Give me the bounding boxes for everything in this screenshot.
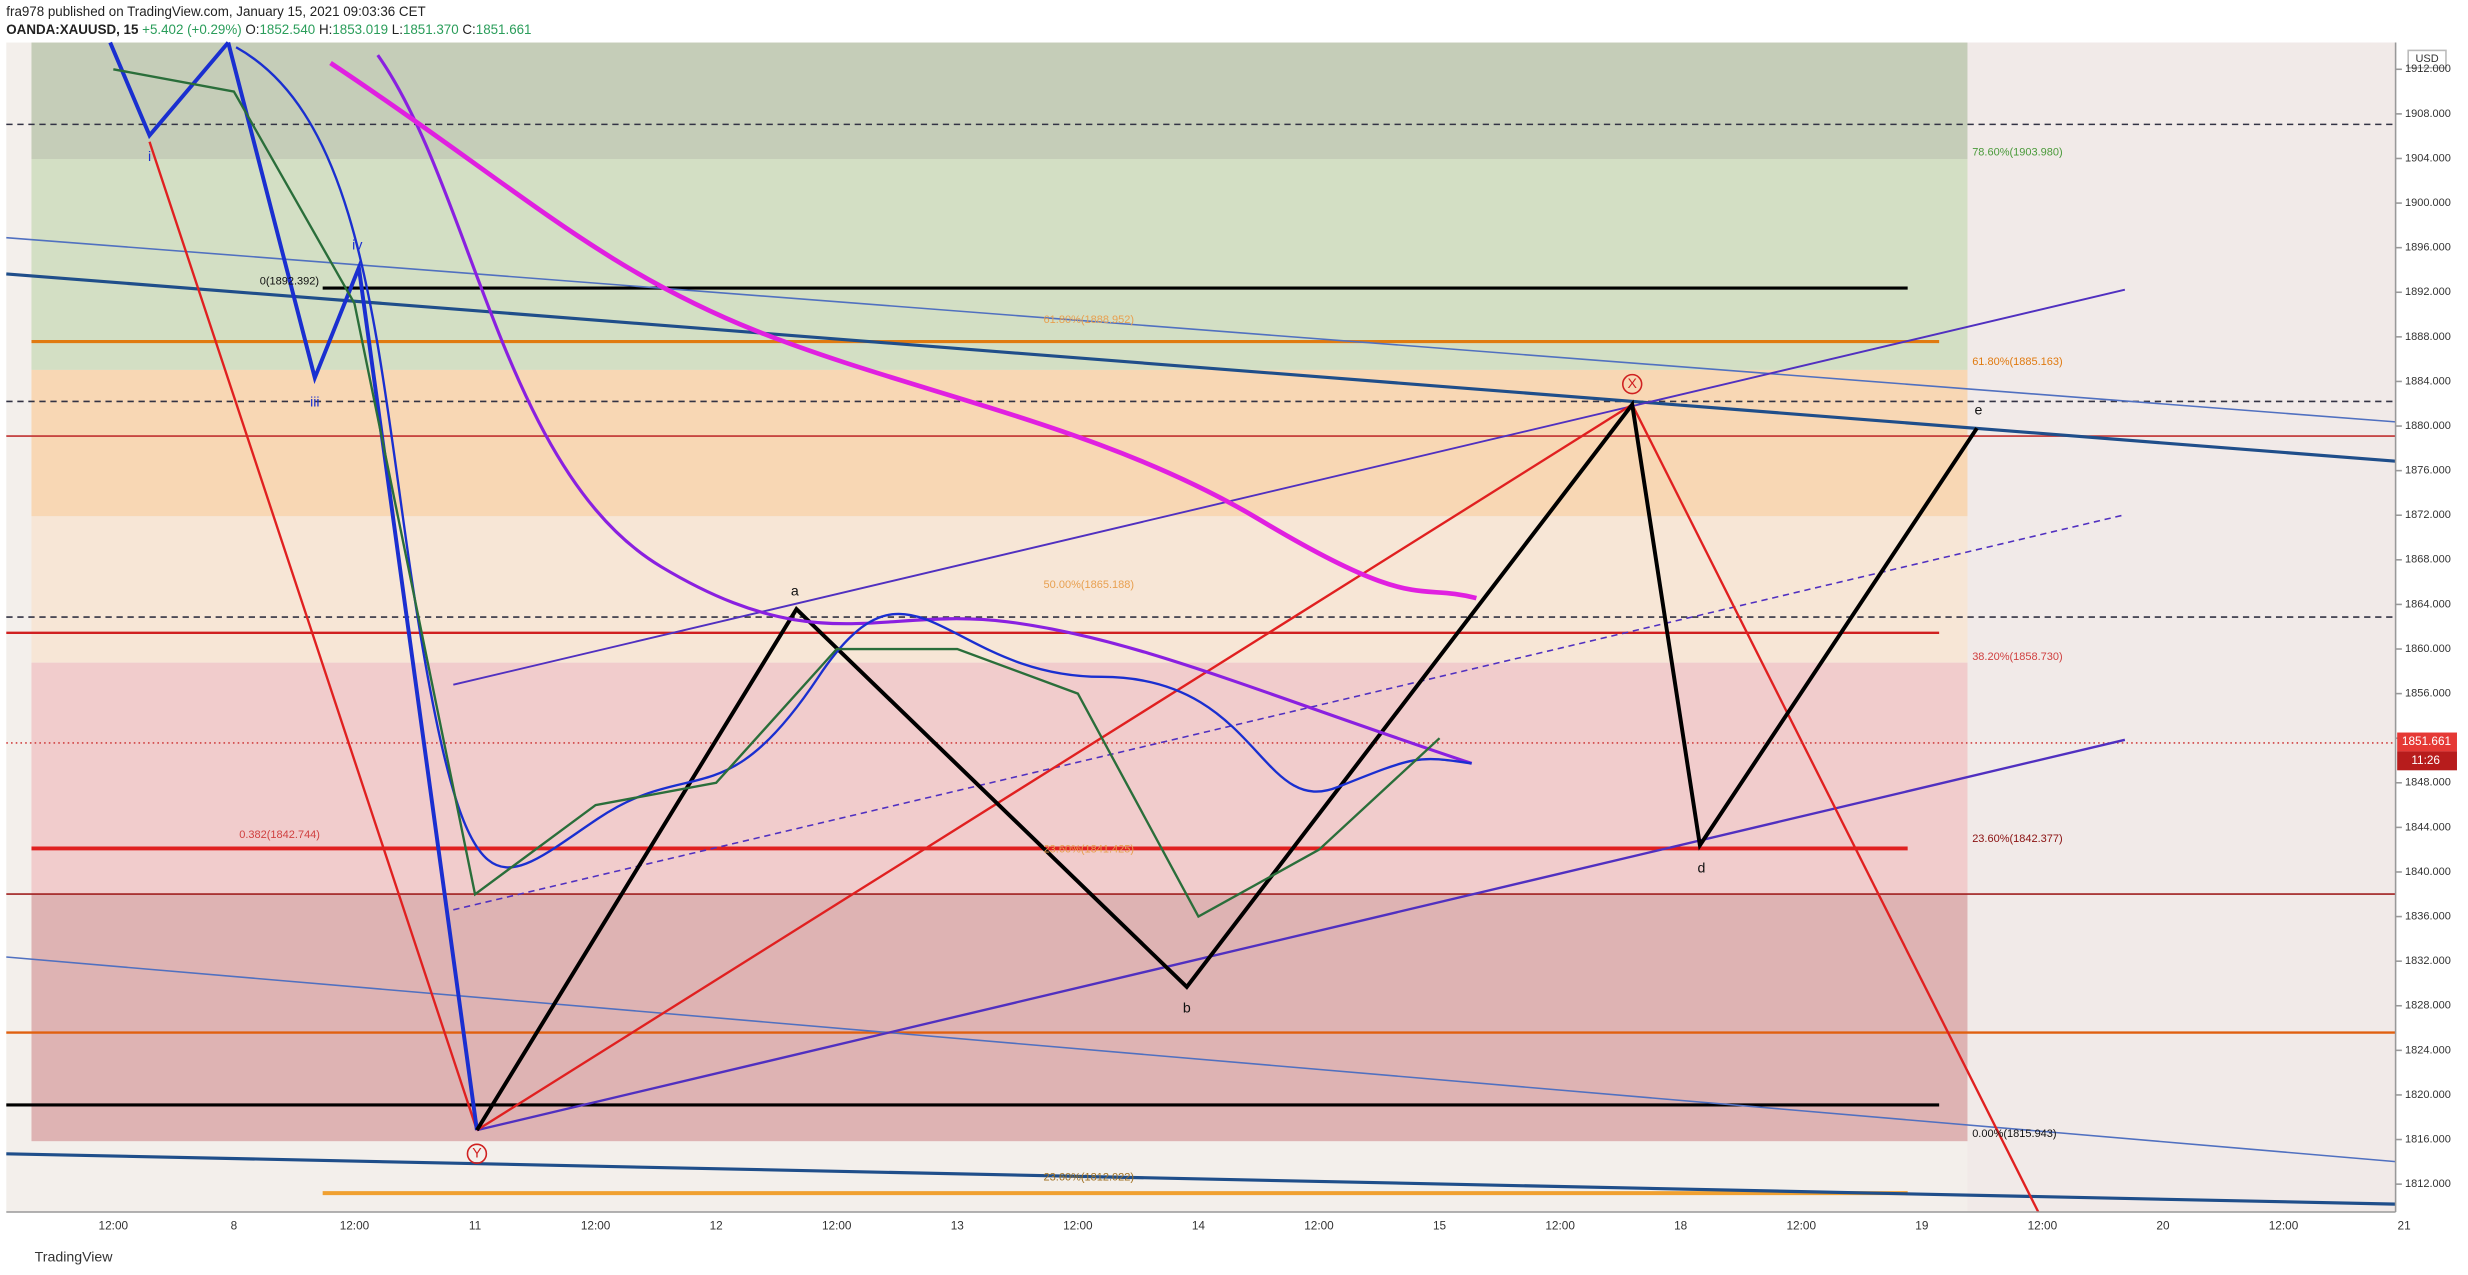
y-tick-label: 1824.000: [2405, 1044, 2451, 1056]
wave-label: d: [1698, 861, 1706, 877]
y-tick-label: 1860.000: [2405, 643, 2451, 655]
open-label: O:: [245, 21, 259, 36]
fib-label: 23.60%(1841.425): [1044, 844, 1135, 856]
zone: [1967, 42, 2396, 1213]
x-tick-label: 12:00: [1545, 1218, 1575, 1232]
wave-label: e: [1975, 403, 1983, 419]
y-tick-label: 1892.000: [2405, 286, 2451, 298]
wave-label: Y: [472, 1145, 482, 1161]
x-tick-label: 12:00: [2028, 1218, 2058, 1232]
y-tick-label: 1864.000: [2405, 598, 2451, 610]
fib-label: 23.60%(1812.022): [1044, 1171, 1135, 1183]
y-tick-label: 1816.000: [2405, 1133, 2451, 1145]
wave-label: b: [1183, 1001, 1191, 1017]
low: 1851.370: [403, 21, 459, 36]
close: 1851.661: [476, 21, 532, 36]
fib-label: 38.20%(1858.730): [1972, 651, 2063, 663]
y-tick-label: 1848.000: [2405, 777, 2451, 789]
y-tick-label: 1872.000: [2405, 509, 2451, 521]
x-tick-label: 12:00: [822, 1218, 852, 1232]
x-tick-label: 12:00: [340, 1218, 370, 1232]
fib-label: 78.60%(1903.980): [1972, 146, 2063, 158]
fib-label: 50.00%(1865.188): [1044, 579, 1135, 591]
fib-label: 23.60%(1842.377): [1972, 833, 2063, 845]
y-tick-label: 1896.000: [2405, 242, 2451, 254]
footer-brand: TradingView: [35, 1249, 114, 1265]
y-tick-label: 1908.000: [2405, 108, 2451, 120]
countdown: 11:26: [2411, 753, 2440, 767]
header-published: fra978 published on TradingView.com, Jan…: [6, 4, 425, 19]
x-tick-label: 11: [469, 1218, 481, 1232]
x-tick-label: 12:00: [99, 1218, 129, 1232]
y-tick-label: 1844.000: [2405, 821, 2451, 833]
wave-label: a: [791, 584, 799, 600]
x-tick-label: 13: [951, 1218, 965, 1232]
x-tick-label: 12:00: [581, 1218, 611, 1232]
fib-label: 61.80%(1885.163): [1972, 356, 2063, 368]
y-tick-label: 1856.000: [2405, 688, 2451, 700]
y-tick-label: 1888.000: [2405, 331, 2451, 343]
x-tick-label: 20: [2156, 1218, 2170, 1232]
y-tick-label: 1836.000: [2405, 910, 2451, 922]
x-tick-label: 12: [710, 1218, 723, 1232]
price-line: [113, 68, 1441, 919]
symbol: OANDA:XAUUSD, 15: [6, 21, 139, 36]
high: 1853.019: [332, 21, 388, 36]
y-tick-label: 1868.000: [2405, 554, 2451, 566]
zone: [31, 42, 1968, 160]
levels: [6, 123, 2396, 1196]
x-tick-label: 12:00: [1063, 1218, 1093, 1232]
y-tick-label: 1840.000: [2405, 866, 2451, 878]
fib-label: 0(1892.392): [260, 275, 319, 287]
last-price: 1851.661: [2402, 734, 2451, 748]
y-tick-label: 1912.000: [2405, 63, 2451, 75]
zone: [31, 516, 1968, 663]
x-tick-label: 21: [2398, 1218, 2411, 1232]
y-tick-label: 1832.000: [2405, 955, 2451, 967]
x-tick-label: 14: [1192, 1218, 1206, 1232]
zone: [31, 159, 1968, 370]
wave-label: iv: [352, 237, 363, 253]
fib-label: 0.382(1842.744): [239, 829, 320, 841]
wave-label: X: [1627, 376, 1637, 392]
currency-box: [2407, 49, 2447, 69]
header-ohlc: OANDA:XAUUSD, 15 +5.402 (+0.29%) O:1852.…: [6, 21, 531, 36]
countdown-box: [2397, 751, 2457, 771]
x-tick-label: 19: [1915, 1218, 1928, 1232]
last-price-box: [2397, 732, 2457, 752]
zone: [31, 894, 1968, 1142]
y-tick-label: 1880.000: [2405, 420, 2451, 432]
close-label: C:: [462, 21, 475, 36]
x-tick-label: 12:00: [1786, 1218, 1816, 1232]
wave-circle: [466, 1143, 488, 1164]
x-tick-label: 12:00: [2269, 1218, 2299, 1232]
fib-label: 61.80%(1888.952): [1044, 314, 1135, 326]
high-label: H:: [319, 21, 332, 36]
trendlines: [6, 41, 2396, 1213]
zone: [31, 662, 1968, 895]
fib-label: 0.00%(1815.943): [1972, 1128, 2056, 1140]
open: 1852.540: [260, 21, 316, 36]
y-tick-label: 1820.000: [2405, 1089, 2451, 1101]
change: +5.402 (+0.29%): [142, 21, 242, 36]
wave-label: iii: [310, 395, 319, 411]
low-label: L:: [392, 21, 403, 36]
y-tick-label: 1876.000: [2405, 465, 2451, 477]
x-tick-label: 15: [1433, 1218, 1447, 1232]
y-tick-label: 1900.000: [2405, 197, 2451, 209]
x-tick-label: 12:00: [1304, 1218, 1334, 1232]
y-tick-label: 1828.000: [2405, 1000, 2451, 1012]
wave-label: i: [148, 149, 151, 165]
wave-circle: [1621, 373, 1643, 395]
x-tick-label: 8: [231, 1218, 238, 1232]
y-tick-label: 1812.000: [2405, 1178, 2451, 1190]
currency: USD: [2415, 53, 2438, 65]
y-tick-label: 1884.000: [2405, 375, 2451, 387]
x-tick-label: 18: [1674, 1218, 1688, 1232]
y-tick-label: 1904.000: [2405, 152, 2451, 164]
